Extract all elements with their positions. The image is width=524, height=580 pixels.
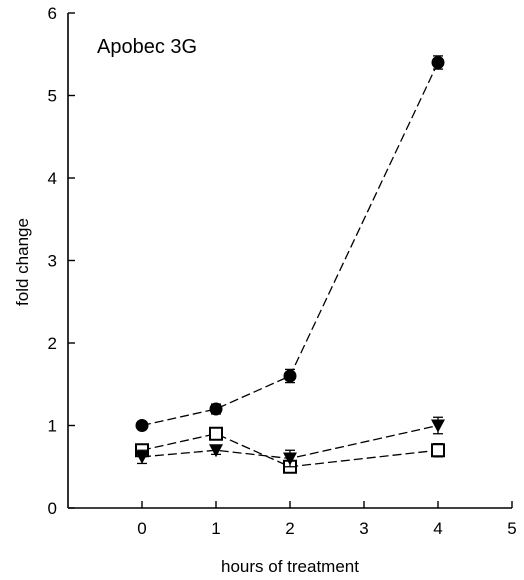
x-tick-label: 3 [359,519,368,538]
data-point [209,402,223,416]
x-tick-label: 4 [433,519,442,538]
y-tick-label: 2 [48,334,57,353]
series-line [141,62,439,427]
data-point [431,443,445,458]
data-point [283,369,297,383]
data-point [209,426,223,441]
y-tick-label: 4 [48,169,57,188]
y-tick-label: 1 [48,417,57,436]
y-tick-label: 5 [48,87,57,106]
y-tick-label: 0 [48,499,57,518]
axes: 0 1 2 3 4 5 6 0 1 2 3 4 5 [48,4,517,538]
series-1 [135,55,445,432]
y-tick-label: 3 [48,252,57,271]
data-point [283,452,297,466]
chart-title: Apobec 3G [97,36,197,58]
x-tick-label: 5 [507,519,516,538]
data-point [209,444,223,458]
series-layer [135,55,445,474]
x-tick-label: 0 [137,519,146,538]
data-point [135,419,149,432]
x-axis-title: hours of treatment [221,557,359,576]
series-line [141,424,439,460]
data-point [135,450,149,464]
data-point [431,419,445,433]
series-3 [135,416,445,468]
x-tick-label: 2 [285,519,294,538]
y-tick-label: 6 [48,4,57,23]
data-point [431,56,445,69]
y-axis-title: fold change [13,218,32,306]
x-tick-label: 1 [211,519,220,538]
